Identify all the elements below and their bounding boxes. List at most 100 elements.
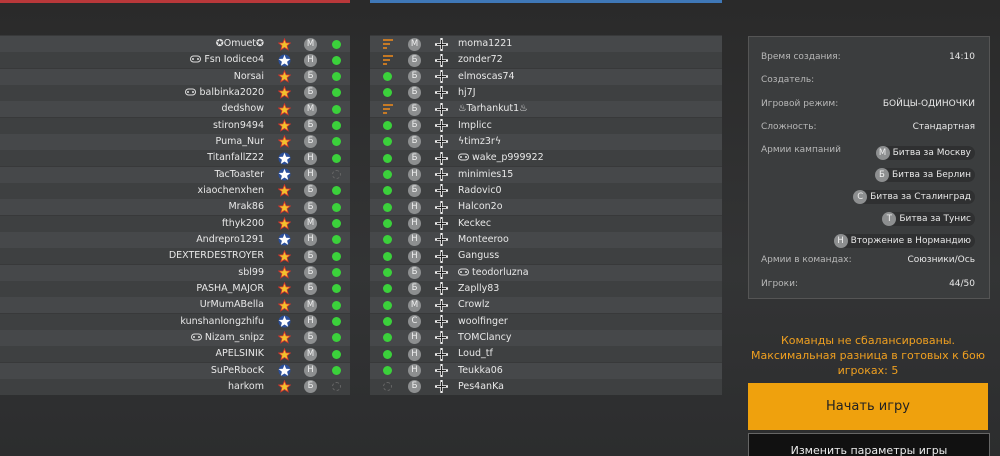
army-icon (277, 249, 292, 263)
ready-indicator (383, 300, 392, 310)
player-name: Radovic0 (458, 183, 502, 199)
rank-badge: Н (304, 364, 317, 378)
player-row: Mrak86 Б (0, 199, 350, 216)
army-icon (277, 86, 292, 100)
player-name: ϟtimz3rϟ (458, 134, 501, 150)
player-name: Halcon2o (458, 199, 503, 215)
army-icon (435, 135, 448, 149)
balance-warning: Команды не сбалансированы. Максимальная … (750, 334, 986, 377)
player-row: balbinka2020 Б (0, 84, 350, 101)
rank-badge: Б (304, 266, 317, 280)
name-text: hj7J (458, 86, 476, 98)
army-icon (277, 200, 292, 214)
player-name: Loud_tf (458, 346, 493, 362)
rank-badge: Б (408, 53, 421, 67)
player-row: Н Teukka06 (370, 362, 722, 379)
name-text: teodorluzna (472, 266, 529, 278)
rank-badge: Н (408, 233, 421, 247)
name-text: DEXTERDESTROYER (168, 250, 264, 262)
player-name: TacToaster (214, 167, 264, 183)
player-row: Б Implicc (370, 117, 722, 134)
player-row: М Crowlz (370, 297, 722, 314)
rank-badge: Б (304, 380, 317, 394)
rank-badge: Б (408, 102, 421, 116)
ready-indicator (383, 349, 392, 359)
info-value: Союзники/Ось (907, 255, 975, 266)
player-row: Norsai Б (0, 68, 350, 85)
player-row: Н Halcon2o (370, 199, 722, 216)
rank-badge: Б (304, 249, 317, 263)
army-icon (277, 37, 292, 51)
name-text: harkom (228, 380, 264, 392)
rank-badge: Н (408, 364, 421, 378)
name-text: Halcon2o (458, 201, 503, 213)
campaign-badge: Б (874, 168, 889, 183)
ready-indicator (383, 137, 392, 147)
ready-indicator (332, 251, 341, 261)
rank-badge: М (304, 102, 317, 116)
player-name: hj7J (458, 85, 476, 101)
rank-badge: М (304, 217, 317, 231)
rank-badge: Б (304, 200, 317, 214)
change-settings-button[interactable]: Изменить параметры игры (748, 433, 990, 456)
ready-indicator (332, 300, 341, 310)
rank-badge: Б (408, 266, 421, 280)
name-text: balbinka2020 (199, 86, 264, 98)
name-text: ϟtimz3rϟ (458, 135, 502, 147)
player-row: Н Ganguss (370, 248, 722, 265)
name-text: Radovic0 (458, 184, 502, 196)
army-icon (435, 70, 448, 84)
player-row: Б ♨Tarhankut1♨ (370, 101, 722, 118)
army-icon (277, 265, 292, 279)
player-name: woolfinger (458, 314, 508, 330)
info-label: Армии кампаний (761, 145, 841, 156)
army-icon (435, 233, 448, 247)
name-text: ♨Tarhankut1♨ (458, 103, 528, 115)
name-text: Norsai (233, 70, 264, 82)
info-label: Игроки: (761, 278, 798, 289)
name-text: APELSINIK (215, 348, 265, 360)
player-row: Fsn Iodiceo4 Н (0, 52, 350, 69)
player-name: ♨Tarhankut1♨ (458, 101, 528, 117)
army-icon (435, 347, 448, 361)
start-button[interactable]: Начать игру (748, 383, 988, 430)
name-text: fthyk200 (221, 217, 264, 229)
ready-indicator (332, 382, 341, 392)
army-icon (435, 282, 448, 296)
player-name: kunshanlongzhifu (180, 314, 264, 330)
player-name: UrMumABella (200, 297, 264, 313)
player-name: Fsn Iodiceo4 (190, 52, 264, 68)
rank-badge: Н (408, 168, 421, 182)
name-text: Pes4anKa (458, 380, 504, 392)
army-icon (435, 119, 448, 133)
player-name: xiaochenxhen (197, 183, 264, 199)
name-text: Keckec (458, 217, 492, 229)
name-text: ✪Omuet✪ (215, 38, 264, 49)
army-icon (277, 118, 292, 132)
player-row: Н Monteeroo (370, 231, 722, 248)
campaign-item: Б Битва за Берлин (874, 168, 975, 183)
campaign-item: С Битва за Сталинград (853, 190, 975, 205)
rank-badge: Б (408, 184, 421, 198)
name-text: Ganguss (458, 250, 500, 262)
player-name: Nizam_snipz (190, 330, 264, 346)
campaign-badge: С (853, 190, 868, 205)
ready-indicator (383, 219, 392, 229)
team-bar-right (370, 0, 722, 3)
name-text: Loud_tf (458, 348, 493, 360)
rank-badge: М (408, 37, 421, 51)
ready-indicator (383, 170, 392, 180)
game-info-panel: Время создания: 14:10 Создатель: Игровой ре… (748, 36, 990, 299)
army-icon (435, 217, 448, 231)
army-icon (435, 331, 448, 345)
player-name: ✪Omuet✪ (216, 36, 264, 52)
army-icon (435, 102, 448, 116)
name-text: woolfinger (458, 315, 508, 327)
rank-badge: Б (304, 331, 317, 345)
rank-badge: Б (304, 70, 317, 84)
player-row: DEXTERDESTROYER Б (0, 248, 350, 265)
name-text: elmoscas74 (458, 70, 515, 82)
ready-indicator (383, 366, 392, 376)
player-row: xiaochenxhen Б (0, 182, 350, 199)
